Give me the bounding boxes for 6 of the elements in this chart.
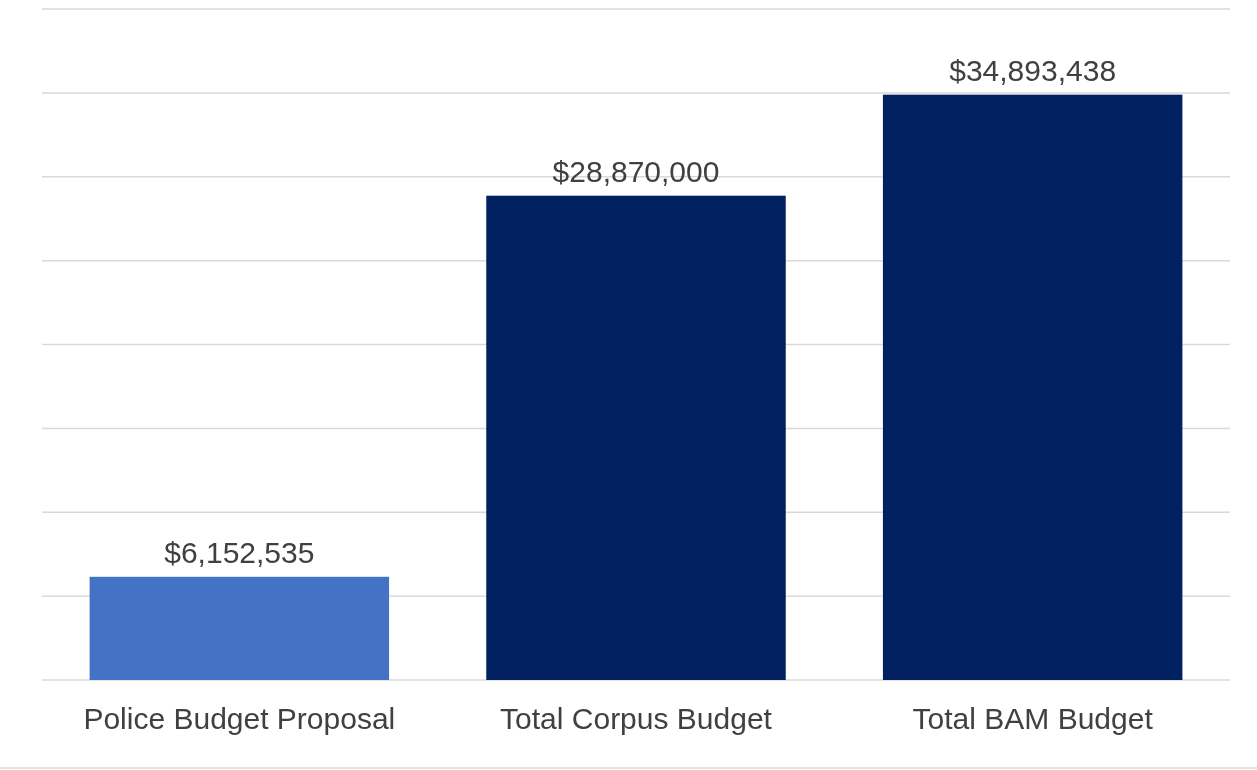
data-label: $34,893,438 [949, 53, 1117, 87]
x-tick-label: Total BAM Budget [912, 702, 1154, 735]
data-label: $28,870,000 [552, 154, 720, 188]
data-label: $6,152,535 [164, 535, 315, 569]
x-tick-label: Total Corpus Budget [500, 702, 773, 735]
x-tick-label: Police Budget Proposal [83, 702, 396, 735]
